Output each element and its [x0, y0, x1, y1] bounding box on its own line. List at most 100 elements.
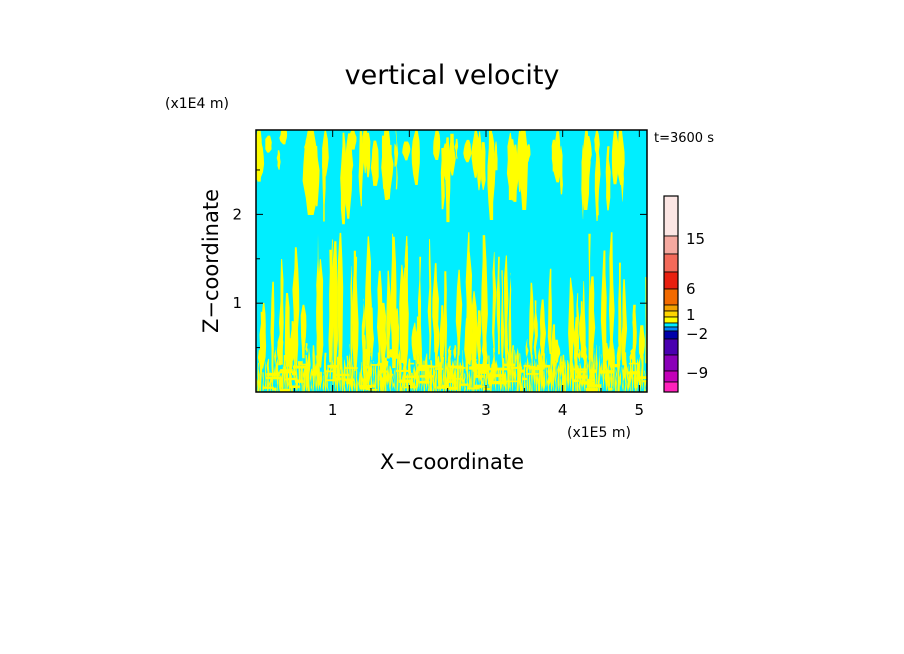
colorbar-bin [663, 271, 679, 290]
updraft-region [609, 232, 615, 363]
updraft-region [581, 130, 591, 210]
updraft-region [579, 370, 587, 373]
updraft-region [566, 360, 570, 392]
updraft-region [497, 381, 507, 385]
updraft-region [542, 343, 546, 370]
updraft-region [614, 363, 618, 368]
y-axis-label: Z−coordinate [199, 189, 223, 333]
updraft-region [619, 366, 622, 392]
updraft-region [300, 304, 307, 359]
updraft-region [266, 372, 280, 376]
updraft-region [386, 270, 392, 359]
updraft-region [614, 369, 618, 392]
updraft-region [508, 139, 517, 201]
updraft-region [411, 130, 420, 185]
updraft-region [262, 372, 265, 392]
updraft-region [265, 135, 272, 153]
colorbar-bin [663, 326, 679, 332]
updraft-region [500, 270, 505, 372]
updraft-region [600, 250, 607, 368]
updraft-region [478, 369, 489, 373]
updraft-region [396, 353, 399, 392]
colorbar-bin [663, 322, 679, 328]
updraft-region [341, 378, 355, 382]
updraft-region [364, 236, 372, 366]
y-axis: 12 [232, 169, 647, 349]
time-label: t=3600 s [654, 131, 714, 146]
updraft-region [589, 276, 596, 362]
updraft-region [287, 371, 296, 374]
updraft-region [404, 236, 409, 356]
updraft-region [359, 384, 372, 389]
colorbar-bin [663, 354, 679, 372]
updraft-region [624, 352, 628, 392]
colorbar-label: 6 [686, 280, 696, 298]
updraft-region [377, 270, 383, 365]
updraft-region [586, 378, 596, 382]
updraft-region [280, 369, 293, 372]
updraft-region [492, 252, 497, 353]
x-tick-label: 3 [481, 401, 491, 419]
updraft-region [476, 310, 482, 362]
updraft-region [632, 312, 637, 363]
updraft-region [369, 388, 378, 391]
colorbar-label: 15 [686, 230, 705, 248]
updraft-region [265, 376, 280, 380]
updraft-region [497, 368, 500, 392]
updraft-region [538, 371, 544, 374]
updraft-region [594, 143, 601, 221]
updraft-region [412, 365, 417, 392]
colorbar-bin [663, 370, 679, 383]
updraft-region [279, 130, 288, 145]
updraft-region [636, 358, 640, 392]
updraft-region [474, 375, 484, 378]
updraft-region [468, 371, 471, 392]
x-tick-label: 2 [405, 401, 415, 419]
updraft-region [382, 130, 390, 200]
updraft-region [575, 375, 588, 379]
updraft-region [343, 147, 353, 219]
updraft-region [595, 344, 598, 392]
updraft-region [580, 310, 585, 358]
updraft-region [520, 130, 528, 210]
updraft-region [378, 370, 389, 373]
updraft-region [284, 293, 290, 367]
updraft-region [549, 352, 553, 392]
updraft-region [638, 376, 647, 380]
updraft-region [383, 357, 388, 392]
updraft-region [518, 369, 524, 373]
colorbar-bin [663, 316, 679, 324]
updraft-region [561, 354, 565, 392]
updraft-region [410, 362, 415, 365]
updraft-region [295, 379, 304, 383]
updraft-region [370, 364, 385, 366]
updraft-region [482, 388, 491, 391]
updraft-region [502, 363, 516, 367]
updraft-region [298, 361, 301, 392]
updraft-region [499, 366, 502, 392]
updraft-region [643, 377, 647, 379]
updraft-region [468, 366, 484, 370]
updraft-region [423, 365, 438, 368]
updraft-region [487, 130, 496, 220]
updraft-region [418, 367, 429, 371]
updraft-region [449, 365, 464, 369]
updraft-region [589, 369, 597, 373]
updraft-region [440, 148, 445, 210]
updraft-region [257, 349, 261, 364]
updraft-region [488, 367, 503, 371]
updraft-region [505, 380, 520, 383]
colorbar-bin [663, 381, 679, 393]
x-axis-label: X−coordinate [380, 450, 524, 474]
updraft-region [272, 387, 277, 391]
updraft-region [455, 269, 463, 356]
colorbar-bin [663, 330, 679, 340]
updraft-region [553, 131, 562, 183]
updraft-region [408, 358, 411, 392]
updraft-region [264, 386, 274, 389]
updraft-region [626, 365, 630, 392]
updraft-region [350, 266, 354, 369]
updraft-region [319, 371, 323, 392]
updraft-region [632, 371, 640, 373]
